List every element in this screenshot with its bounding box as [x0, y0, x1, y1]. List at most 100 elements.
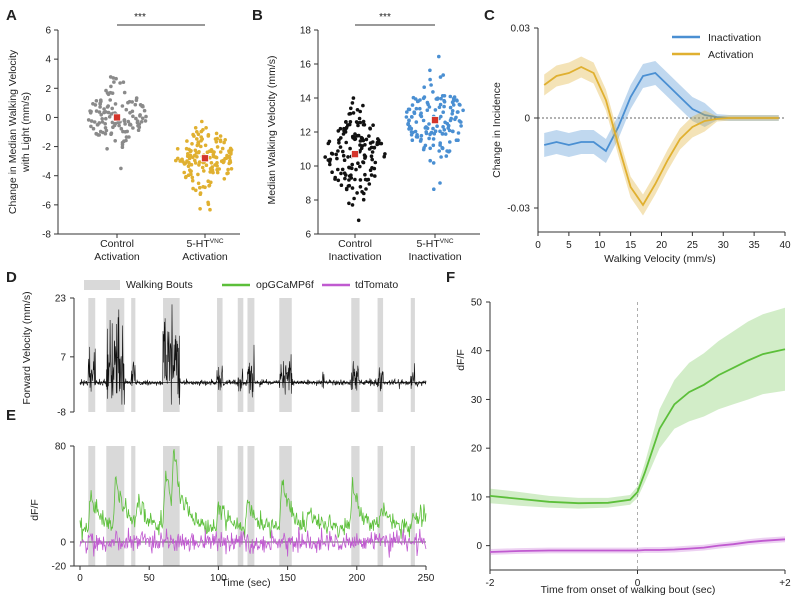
- panelB-dot-g2: [433, 108, 438, 112]
- panel-e-xtick-label: 50: [144, 573, 156, 584]
- panel-f-xtick-label: 0: [635, 578, 641, 589]
- walking-bout-shade-d: [217, 298, 223, 412]
- panelB-dot-g2: [429, 83, 433, 87]
- panelB-dot-g1: [350, 162, 355, 167]
- panel-label-c: C: [484, 7, 495, 24]
- panelA-dot-g1: [124, 107, 129, 112]
- walking-bout-shade-d: [279, 298, 292, 412]
- panelA-dot-g2: [192, 153, 197, 158]
- panelB-dot-g1: [336, 167, 340, 172]
- panelA-dot-g1: [96, 133, 100, 137]
- panelA-dot-g2: [202, 169, 206, 173]
- panel-f-line-opgcamp6f: [489, 348, 786, 505]
- panelA-dot-g1: [143, 119, 148, 123]
- panelA-ytick-label: 2: [45, 84, 51, 95]
- panelA-dot-g2: [215, 170, 220, 175]
- panelB-dot-g1: [353, 137, 358, 141]
- panelB-dot-g2: [424, 131, 429, 136]
- walking-bout-shade-e: [237, 446, 244, 566]
- panel-f-line-tdtomato: [489, 538, 786, 553]
- panelA-dot-g1: [130, 100, 134, 104]
- panel-b-group2-label-line1: 5-HTVNC: [416, 238, 453, 250]
- panelB-dot-g2: [433, 129, 438, 133]
- panelB-dot-g2: [459, 120, 463, 124]
- panel-a-group2-label-main: 5-HT: [186, 238, 210, 250]
- panelA-dot-g2: [198, 185, 202, 190]
- panelB-dot-g2: [405, 110, 409, 114]
- walking-bout-shade-d: [88, 298, 96, 412]
- panelB-ytick-label: 18: [300, 26, 312, 37]
- panelB-dot-g2: [441, 125, 445, 129]
- panelA-dot-g2: [195, 137, 199, 141]
- panelB-dot-g2: [418, 106, 422, 111]
- panelA-dot-g1: [140, 116, 145, 121]
- panelB-dot-g1: [347, 201, 351, 206]
- panel-f-ytick-label: 20: [471, 444, 483, 455]
- panelB-dot-g1: [369, 173, 374, 177]
- panelA-dot-g1: [139, 120, 144, 124]
- panelB-dot-g2: [431, 126, 435, 131]
- panelB-dot-g1: [352, 196, 356, 201]
- panelB-dot-g2: [428, 68, 432, 73]
- panelB-dot-g2: [422, 85, 427, 89]
- panel-c-band-inactivation: [544, 61, 779, 163]
- panel-label-b: B: [252, 7, 263, 24]
- panelA-dot-g1: [144, 114, 148, 119]
- panelA-dot-g2: [220, 146, 225, 151]
- panelB-dot-g1: [373, 174, 377, 178]
- panelB-dot-g2: [451, 103, 456, 107]
- panel-a-ylabel-line2: with Light (mm/s): [20, 92, 32, 173]
- panelB-dot-g1: [339, 183, 344, 187]
- panelB-dot-g1: [368, 141, 373, 145]
- panelA-dot-g2: [198, 192, 203, 196]
- panelA-dot-g2: [214, 155, 219, 160]
- walking-bout-shade-d: [410, 298, 415, 412]
- panelB-dot-g2: [404, 115, 409, 119]
- panelA-dot-g1: [119, 126, 124, 131]
- panelA-dot-g2: [227, 154, 231, 159]
- panelA-dot-g1: [89, 119, 94, 123]
- panelA-dot-g1: [93, 103, 98, 107]
- panelB-dot-g1: [346, 155, 350, 159]
- panelA-dot-g1: [130, 109, 135, 114]
- panelA-dot-g2: [196, 172, 200, 177]
- panelA-dot-g1: [110, 120, 115, 125]
- panelB-ytick-label: 14: [300, 94, 312, 105]
- panelB-dot-g1: [356, 123, 360, 128]
- panelB-dot-g1: [367, 147, 372, 151]
- panelB-dot-g2: [410, 103, 415, 107]
- panelB-dot-g2: [406, 121, 411, 126]
- panelB-dot-g2: [451, 99, 456, 103]
- panelA-dot-g2: [218, 150, 223, 154]
- panelB-dot-g2: [414, 106, 419, 111]
- panelA-dot-g2: [190, 175, 195, 180]
- panel-c-xtick-label: 15: [625, 240, 637, 251]
- panel-a-group2-label-line1: 5-HTVNC: [186, 238, 223, 250]
- panelA-dot-g2: [190, 178, 195, 183]
- panelB-dot-g2: [442, 104, 446, 109]
- panelA-dot-g1: [91, 126, 96, 131]
- panelB-dot-g1: [358, 120, 363, 125]
- panelA-dot-g2: [219, 159, 224, 163]
- panelA-dot-g2: [197, 163, 201, 167]
- panelA-dot-g1: [89, 124, 93, 129]
- panelB-dot-g2: [428, 77, 432, 82]
- panelB-dot-g1: [333, 175, 338, 180]
- panel-a-group2-label-line2: Activation: [182, 251, 228, 263]
- panelA-dot-g2: [214, 140, 219, 144]
- panelA-dot-g2: [192, 134, 196, 138]
- panelA-dot-g2: [206, 134, 211, 138]
- panelB-dot-g2: [446, 126, 451, 130]
- walking-bout-shade-e: [351, 446, 360, 566]
- panel-b-group1-label-line1: Control: [338, 238, 372, 250]
- panelA-dot-g1: [120, 104, 125, 108]
- panel-c-xtick-label: 30: [718, 240, 730, 251]
- panelA-dot-g1: [92, 120, 97, 124]
- panelA-ytick-label: -4: [42, 171, 51, 182]
- panelA-dot-g2: [210, 165, 214, 169]
- panel-f-ytick-label: 10: [471, 492, 483, 503]
- panelA-dot-g2: [197, 160, 202, 164]
- panelB-dot-g2: [409, 133, 414, 137]
- walking-bout-shade-e: [410, 446, 415, 566]
- panelA-dot-g1: [102, 110, 106, 115]
